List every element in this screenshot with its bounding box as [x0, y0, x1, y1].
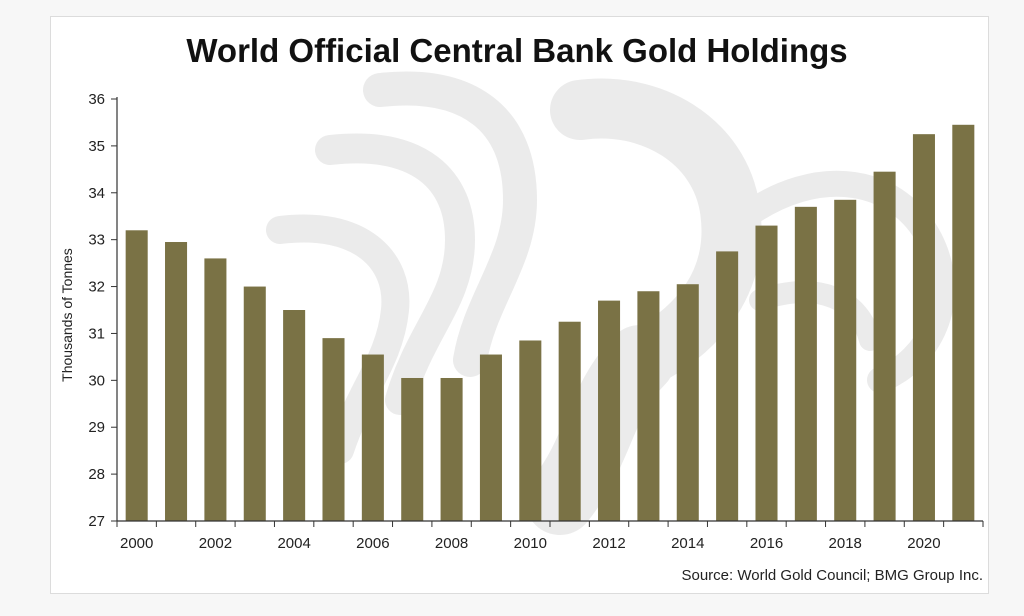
bar-2004 [283, 310, 306, 521]
x-ticks-group: 2000 2002 2004 2006 2008 2010 2012 2014 2016 2018… [116, 521, 984, 552]
x-tick-label: 2004 [277, 535, 310, 552]
y-tick-label: 29 [88, 419, 105, 436]
x-tick-label: 2010 [514, 535, 547, 552]
bar-2011 [558, 321, 581, 521]
bar-2016 [755, 225, 778, 521]
y-tick-label: 34 [88, 185, 105, 202]
bar-2019 [873, 171, 896, 521]
x-tick-label: 2006 [356, 535, 389, 552]
bar-2017 [794, 206, 817, 521]
source-note: Source: World Gold Council; BMG Group In… [681, 567, 983, 584]
x-tick-label: 2018 [829, 535, 862, 552]
bar-2012 [598, 300, 621, 521]
y-tick-label: 28 [88, 466, 105, 483]
bar-2007 [401, 377, 424, 521]
bar-2001 [165, 242, 188, 521]
x-tick-label: 2008 [435, 535, 468, 552]
bar-2021 [952, 124, 975, 521]
x-tick-label: 2012 [592, 535, 625, 552]
x-tick-label: 2000 [120, 535, 153, 552]
bar-2014 [676, 284, 699, 521]
bar-2002 [204, 258, 227, 521]
bar-2020 [912, 134, 935, 522]
y-tick-label: 35 [88, 138, 105, 155]
bars-group [125, 124, 975, 522]
y-tick-label: 36 [88, 91, 105, 108]
y-tick-label: 27 [88, 513, 105, 530]
bar-2005 [322, 338, 345, 521]
bar-2000 [125, 230, 148, 522]
bar-2006 [361, 354, 384, 521]
y-tick-label: 32 [88, 279, 105, 296]
y-tick-label: 30 [88, 372, 105, 389]
x-tick-label: 2020 [907, 535, 940, 552]
bar-2018 [834, 199, 857, 521]
y-tick-label: 31 [88, 325, 105, 342]
y-tick-label: 33 [88, 232, 105, 249]
y-ticks-group: 27 28 29 30 31 32 33 34 35 36 [88, 91, 117, 530]
x-tick-label: 2016 [750, 535, 783, 552]
bar-2003 [243, 286, 266, 521]
y-axis-label: Thousands of Tonnes [59, 248, 75, 382]
x-tick-label: 2014 [671, 535, 704, 552]
chart-title: World Official Central Bank Gold Holding… [186, 32, 847, 69]
bar-2008 [440, 377, 463, 521]
bar-2015 [716, 251, 739, 521]
bar-2009 [479, 354, 502, 521]
bar-2013 [637, 291, 660, 521]
bar-2010 [519, 340, 542, 521]
x-tick-label: 2002 [199, 535, 232, 552]
